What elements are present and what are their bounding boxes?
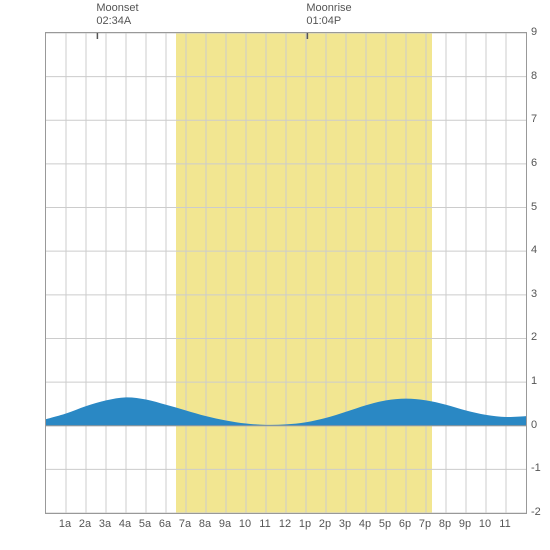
y-tick-label: 3: [531, 288, 550, 300]
x-tick-label: 1p: [299, 518, 311, 530]
plot-area: [45, 32, 527, 514]
moonset-time: 02:34A: [96, 15, 138, 28]
y-tick-label: -1: [531, 462, 550, 474]
x-tick-label: 6p: [399, 518, 411, 530]
moonrise-title: Moonrise: [306, 2, 351, 15]
y-tick-label: 2: [531, 331, 550, 343]
x-tick-label: 2p: [319, 518, 331, 530]
y-tick-label: 1: [531, 375, 550, 387]
x-tick-label: 9a: [219, 518, 231, 530]
x-tick-label: 1a: [59, 518, 71, 530]
x-tick-label: 8a: [199, 518, 211, 530]
moonrise-time: 01:04P: [306, 15, 351, 28]
x-tick-label: 11: [259, 518, 270, 530]
y-tick-label: 6: [531, 157, 550, 169]
x-tick-label: 4a: [119, 518, 131, 530]
y-tick-label: 5: [531, 201, 550, 213]
y-tick-label: 8: [531, 70, 550, 82]
header-labels: Moonset 02:34A Moonrise 01:04P: [0, 0, 550, 30]
x-tick-label: 6a: [159, 518, 171, 530]
y-tick-label: 0: [531, 419, 550, 431]
x-tick-label: 7a: [179, 518, 191, 530]
y-tick-label: 9: [531, 26, 550, 38]
moonset-label: Moonset 02:34A: [96, 2, 138, 28]
x-tick-label: 10: [239, 518, 251, 530]
y-axis-ticks: -2-10123456789: [531, 32, 550, 512]
x-tick-label: 12: [279, 518, 291, 530]
x-tick-label: 5a: [139, 518, 151, 530]
moonset-title: Moonset: [96, 2, 138, 15]
x-tick-label: 4p: [359, 518, 371, 530]
x-tick-label: 3p: [339, 518, 351, 530]
plot-svg: [46, 33, 526, 513]
x-tick-label: 7p: [419, 518, 431, 530]
x-tick-label: 2a: [79, 518, 91, 530]
moonrise-label: Moonrise 01:04P: [306, 2, 351, 28]
x-tick-label: 10: [479, 518, 491, 530]
y-tick-label: 7: [531, 113, 550, 125]
y-tick-label: 4: [531, 244, 550, 256]
tide-chart: Moonset 02:34A Moonrise 01:04P -2-101234…: [0, 0, 550, 550]
x-tick-label: 9p: [459, 518, 471, 530]
x-axis-ticks: 1a 2a 3a 4a 5a 6a 7a 8a 9a 10 11 12 1p 2p 3p 4p 5p 6p 7p 8p…: [45, 518, 525, 538]
x-tick-label: 3a: [99, 518, 111, 530]
x-tick-label: 11: [499, 518, 510, 530]
x-tick-label: 8p: [439, 518, 451, 530]
x-tick-label: 5p: [379, 518, 391, 530]
y-tick-label: -2: [531, 506, 550, 518]
